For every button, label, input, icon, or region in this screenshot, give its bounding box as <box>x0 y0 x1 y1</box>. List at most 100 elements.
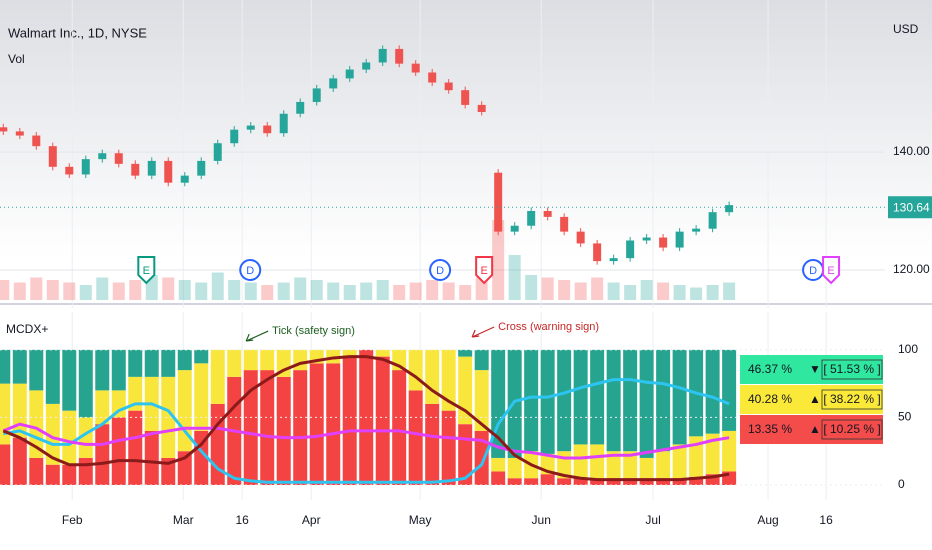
volume-bar <box>79 285 92 300</box>
stacked-bar <box>540 349 555 454</box>
annotation-arrow <box>245 330 269 342</box>
stacked-bar <box>111 349 126 391</box>
stacked-bar <box>606 349 621 452</box>
stacked-bar <box>540 474 555 485</box>
volume-bar <box>442 282 455 300</box>
stacked-bar <box>194 430 209 485</box>
stacked-bar <box>639 457 654 479</box>
candle-body <box>329 78 338 89</box>
candle-body <box>164 160 173 183</box>
stacked-bar <box>441 349 456 411</box>
stacked-bar <box>425 403 440 485</box>
candle-body <box>428 72 437 83</box>
y-tick-label: 0 <box>898 477 905 491</box>
stacked-bar <box>524 349 539 452</box>
event-label: D <box>809 265 817 277</box>
volume-bar <box>541 277 554 300</box>
volume-bar <box>195 282 208 300</box>
volume-bar <box>574 282 587 300</box>
event-marker <box>239 259 262 281</box>
candle-body <box>81 159 90 175</box>
price-pane <box>0 0 932 303</box>
candle-body <box>576 231 585 244</box>
indicator-line <box>2 422 730 460</box>
event-label: E <box>480 265 487 277</box>
volume-bar <box>376 280 389 300</box>
stacked-bar <box>293 370 308 485</box>
x-tick-label: Aug <box>757 513 778 527</box>
candle-body <box>114 153 123 164</box>
stacked-bar <box>12 349 27 384</box>
volume-bar <box>508 255 521 300</box>
stacked-bar <box>491 471 506 485</box>
candle-body <box>609 258 618 262</box>
candle-body <box>279 113 288 134</box>
x-tick-label: Mar <box>173 513 194 527</box>
stacked-bar <box>491 457 506 472</box>
stacked-bar <box>590 444 605 479</box>
candle-body <box>593 243 602 262</box>
candle-body <box>692 228 701 232</box>
volume-bar <box>178 280 191 300</box>
volume-bar <box>360 282 373 300</box>
stacked-bar <box>243 349 258 371</box>
candle-body <box>626 240 635 259</box>
stacked-bar <box>309 363 324 485</box>
y-tick-label: 140.00 <box>893 144 930 158</box>
table-cell: 13.35 % <box>748 422 792 436</box>
volume-bar <box>162 277 175 300</box>
stacked-bar <box>161 376 176 458</box>
stacked-bar <box>78 349 93 418</box>
stacked-bar <box>672 349 687 445</box>
candle-body <box>411 63 420 73</box>
volume-bar <box>13 282 26 300</box>
volume-bar <box>706 285 719 300</box>
stacked-bar <box>441 410 456 485</box>
stacked-bar <box>293 349 308 371</box>
stacked-bar <box>12 437 27 485</box>
volume-bar <box>211 272 224 300</box>
volume-bar <box>244 282 257 300</box>
stacked-bar <box>177 349 192 371</box>
stacked-bar <box>243 370 258 485</box>
candle-body <box>494 172 503 232</box>
volume-bar <box>624 285 637 300</box>
stacked-bar <box>392 370 407 485</box>
marks: Feb Mar 16 Apr May Jun Jul Aug 16 120.00 140.00 130… <box>0 0 932 527</box>
last-price-label: 130.64 <box>893 200 930 214</box>
stacked-bar <box>557 349 572 452</box>
table-cell-border <box>821 359 883 380</box>
candle-body <box>708 212 717 229</box>
candle-body <box>131 163 140 176</box>
stacked-bar <box>45 464 60 485</box>
stacked-bar <box>62 410 77 465</box>
stacked-bar <box>590 349 605 445</box>
volume-bar <box>0 280 10 300</box>
stacked-bar <box>0 349 11 384</box>
last-price-box <box>888 196 932 219</box>
stacked-bar <box>194 363 209 431</box>
table-cell: ▼ <box>809 362 821 376</box>
volume-bar <box>112 282 125 300</box>
candle-body <box>48 146 57 167</box>
stacked-bar <box>45 403 60 465</box>
candle-body <box>0 127 8 132</box>
event-label: E <box>143 265 150 277</box>
event-marker <box>822 256 841 285</box>
table-cell: [ 38.22 % ] <box>823 392 880 406</box>
stacked-bar <box>557 478 572 485</box>
indicator-line <box>2 355 730 482</box>
candle-body <box>65 166 74 175</box>
x-tick-label: Feb <box>62 513 83 527</box>
stacked-bar <box>29 390 44 458</box>
candle-body <box>477 104 486 112</box>
stacked-bar <box>689 476 704 485</box>
volume-bar <box>343 285 356 300</box>
stacked-bar <box>639 349 654 458</box>
candle-body <box>378 48 387 63</box>
candle-body <box>444 82 453 91</box>
stacked-bar <box>78 417 93 458</box>
candle-body <box>527 211 536 226</box>
candle-body <box>213 143 222 161</box>
candle-body <box>395 48 404 64</box>
